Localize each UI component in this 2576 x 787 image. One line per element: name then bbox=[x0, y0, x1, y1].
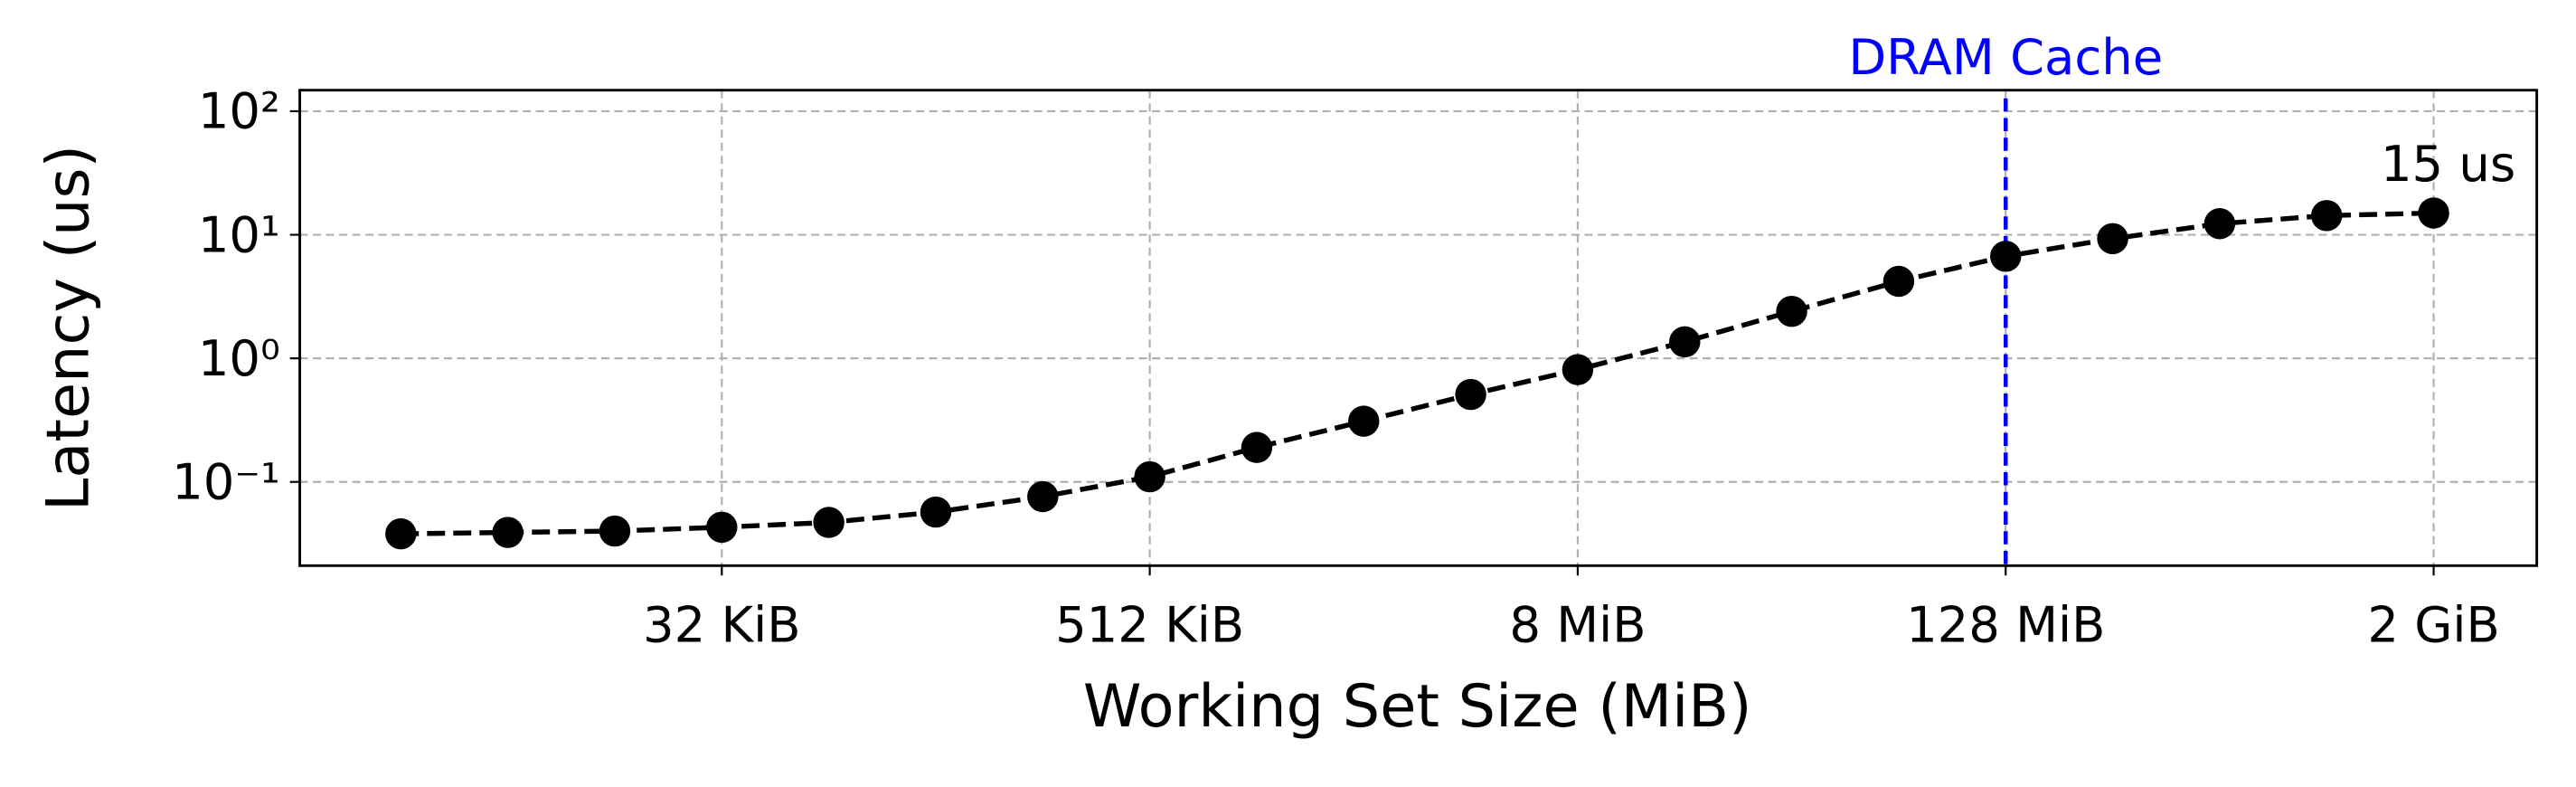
x-tick-label: 8 MiB bbox=[1509, 596, 1646, 653]
data-point bbox=[1562, 354, 1594, 385]
data-point bbox=[920, 496, 952, 528]
data-point bbox=[385, 517, 417, 550]
data-point bbox=[492, 517, 524, 548]
data-point bbox=[1027, 480, 1059, 513]
y-tick-label: 10² bbox=[198, 83, 280, 140]
data-point bbox=[706, 511, 738, 544]
y-tick-label: 10⁰ bbox=[198, 330, 280, 387]
data-point bbox=[813, 507, 845, 538]
y-axis-label: Latency (us) bbox=[34, 145, 103, 511]
y-tick-label: 10¹ bbox=[198, 206, 280, 263]
y-tick-label: 10⁻¹ bbox=[172, 453, 280, 510]
data-point bbox=[1455, 378, 1486, 411]
data-point bbox=[1882, 265, 1915, 298]
data-point bbox=[599, 515, 631, 547]
data-point bbox=[1241, 431, 1273, 463]
x-tick-label: 128 MiB bbox=[1906, 596, 2105, 653]
x-tick-label: 512 KiB bbox=[1055, 596, 1244, 653]
data-point bbox=[1348, 405, 1380, 437]
data-point bbox=[1776, 295, 1807, 327]
data-point bbox=[1990, 241, 2022, 272]
data-point bbox=[2311, 200, 2343, 232]
x-tick-label: 32 KiB bbox=[643, 596, 801, 653]
data-point bbox=[2097, 223, 2128, 255]
x-axis-label: Working Set Size (MiB) bbox=[1083, 672, 1752, 741]
data-point bbox=[1134, 460, 1165, 493]
data-point bbox=[2203, 208, 2236, 240]
x-tick-label: 2 GiB bbox=[2367, 596, 2499, 653]
data-point bbox=[1669, 326, 1701, 358]
series-line bbox=[401, 210, 2434, 536]
plot-frame bbox=[298, 89, 2539, 567]
data-point bbox=[2418, 197, 2449, 229]
reference-label: DRAM Cache bbox=[1848, 29, 2163, 86]
annotation: 15 us bbox=[2381, 136, 2515, 193]
